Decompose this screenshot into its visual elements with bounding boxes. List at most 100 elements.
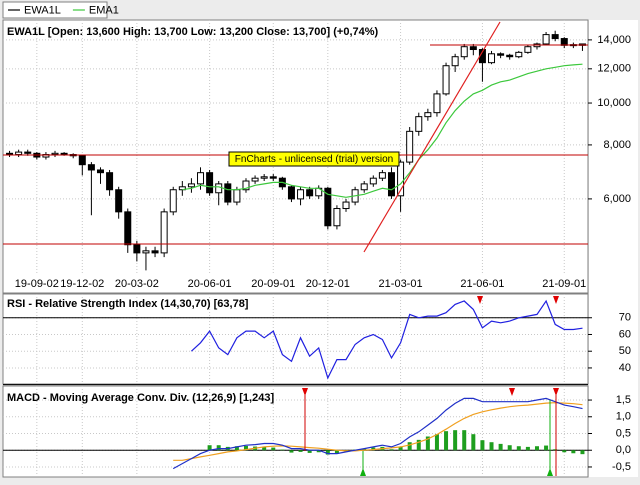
candle-body [433, 93, 441, 114]
histogram-bar [280, 449, 285, 451]
candle-body [233, 189, 241, 203]
histogram-bar [444, 431, 449, 451]
candle-body [542, 34, 550, 45]
histogram-bar [562, 450, 567, 453]
candle-body [96, 169, 104, 174]
y-tick-label: -0,5 [612, 461, 631, 473]
histogram-bar [307, 450, 312, 453]
y-tick-label: 0,0 [616, 444, 631, 456]
histogram-bar [434, 434, 439, 451]
candle-body [406, 130, 414, 163]
histogram-bar [271, 447, 276, 451]
histogram-bar [262, 446, 267, 451]
x-tick-label: 20-12-01 [306, 278, 350, 290]
candle-body [242, 180, 250, 191]
candle-body [451, 56, 459, 67]
candle-body [488, 53, 496, 64]
histogram-bar [553, 449, 558, 451]
candle-body [169, 189, 177, 213]
histogram-bar [534, 446, 539, 451]
candle-body [187, 183, 195, 188]
histogram-bar [298, 450, 303, 452]
y-tick-label: 14,000 [597, 34, 631, 46]
histogram-bar [398, 446, 403, 451]
histogram-bar [544, 445, 549, 451]
x-tick-label: 20-03-02 [115, 278, 159, 290]
histogram-bar [416, 439, 421, 451]
watermark: FnCharts - unlicensed (trial) version [235, 154, 393, 165]
histogram-bar [453, 430, 458, 451]
candle-body [142, 250, 150, 254]
y-tick-label: 70 [619, 312, 631, 324]
legend-box [2, 1, 108, 19]
histogram-bar [580, 450, 585, 455]
candle-body [306, 189, 314, 197]
candle-body [506, 54, 514, 58]
panel-title: EWA1L [Open: 13,600 High: 13,700 Low: 13… [7, 26, 379, 38]
candle-body [360, 183, 368, 191]
candle-body [560, 38, 568, 46]
histogram-bar [525, 446, 530, 451]
y-tick-label: 1,0 [616, 411, 631, 423]
legend-label: EWA1L [24, 4, 61, 16]
histogram-bar [407, 442, 412, 451]
y-tick-label: 40 [619, 362, 631, 374]
x-tick-label: 21-09-01 [542, 278, 586, 290]
candle-body [106, 172, 114, 191]
y-tick-label: 12,000 [597, 63, 631, 75]
signal-marker [547, 468, 553, 476]
histogram-bar [425, 436, 430, 451]
histogram-bar [371, 447, 376, 451]
candle-body [251, 177, 259, 182]
candle-body [206, 172, 214, 194]
histogram-bar [334, 450, 339, 454]
candle-body [133, 244, 141, 254]
signal-marker [360, 468, 366, 476]
y-tick-label: 10,000 [597, 97, 631, 109]
trend-line [363, 21, 501, 253]
y-tick-label: 6,000 [603, 193, 631, 205]
x-tick-label: 20-09-01 [251, 278, 295, 290]
rsi-line [190, 299, 583, 380]
candle-body [51, 152, 59, 156]
x-tick-label: 19-09-02 [15, 278, 59, 290]
histogram-bar [389, 449, 394, 451]
y-tick-label: 50 [619, 345, 631, 357]
histogram-bar [325, 450, 330, 455]
histogram-bar [289, 450, 294, 453]
signal-marker [553, 388, 559, 396]
candle-body [297, 189, 305, 200]
candle-body [387, 172, 395, 197]
macd-line [173, 402, 583, 461]
histogram-bar [216, 445, 221, 451]
candle-body [215, 183, 223, 194]
rsi-panel [2, 293, 589, 385]
legend-label: EMA1 [89, 4, 119, 16]
candle-body [151, 250, 159, 254]
histogram-bar [207, 445, 212, 451]
x-tick-label: 20-06-01 [188, 278, 232, 290]
y-tick-label: 60 [619, 328, 631, 340]
histogram-bar [243, 445, 248, 451]
macd-line [172, 397, 583, 470]
histogram-bar [316, 450, 321, 453]
histogram-bar [571, 450, 576, 454]
panel-title: RSI - Relative Strength Index (14,30,70)… [7, 298, 249, 310]
candle-body [124, 211, 132, 246]
candle-body [224, 183, 232, 203]
x-tick-label: 21-06-01 [460, 278, 504, 290]
candle-body [160, 211, 168, 254]
candle-body [24, 151, 32, 154]
candle-body [378, 172, 386, 179]
value-axis-area [589, 20, 638, 477]
candle-body [324, 187, 332, 227]
histogram-bar [234, 446, 239, 451]
candle-body [115, 189, 123, 213]
candle-body [524, 46, 532, 53]
signal-marker [477, 296, 483, 304]
signal-marker [509, 388, 515, 396]
ema-line [182, 63, 583, 198]
candle-body [287, 186, 295, 200]
